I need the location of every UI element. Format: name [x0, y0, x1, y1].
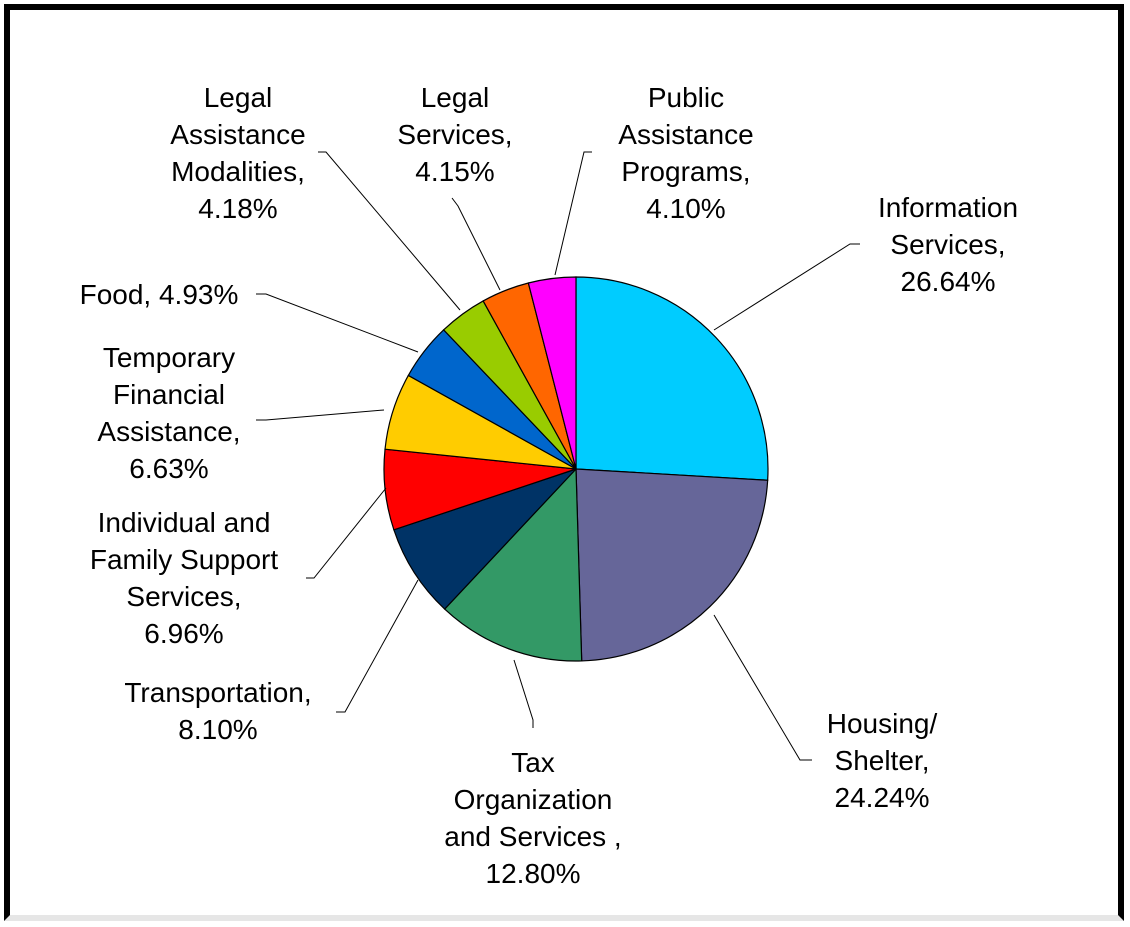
- leader-line-legal-assistance-modalities: [318, 151, 461, 311]
- slice-information-services: [575, 276, 769, 481]
- data-label-line: Public: [648, 82, 724, 113]
- data-label-line: 26.64%: [901, 266, 996, 297]
- data-label-public-assistance-programs: Public Assistance Programs, 4.10%: [618, 82, 753, 224]
- data-label-line: Information: [878, 192, 1018, 223]
- slice-transportation: [393, 468, 577, 610]
- data-label-line: and Services ,: [444, 821, 621, 852]
- data-label-food: Food, 4.93%: [80, 279, 239, 310]
- data-label-line: Assistance,: [97, 416, 240, 447]
- data-label-individual-and-family-support-services: Individual and Family Support Services, 6.9…: [90, 507, 279, 649]
- data-label-line: Assistance: [618, 119, 753, 150]
- data-label-line: 4.18%: [198, 193, 277, 224]
- data-label-line: Financial: [113, 379, 225, 410]
- data-label-line: Family Support: [90, 544, 279, 575]
- pie-slices: [383, 276, 769, 662]
- leader-line-tax-organization-and-services: [513, 659, 534, 728]
- data-label-line: Organization: [454, 784, 613, 815]
- slice-tax-organization-and-services: [443, 467, 583, 662]
- data-label-legal-services: Legal Services, 4.15%: [397, 82, 512, 187]
- leader-line-legal-services: [451, 197, 501, 291]
- leader-line-temporary-financial-assistance: [256, 409, 385, 421]
- data-label-line: Modalities,: [171, 156, 305, 187]
- data-labels: Information Services, 26.64% Housing/Shelte…: [80, 82, 1018, 889]
- leader-line-information-services: [713, 243, 860, 331]
- data-label-housing-shelter: Housing/Shelter, 24.24%: [827, 708, 938, 813]
- data-label-line: 4.15%: [415, 156, 494, 187]
- data-label-line: 4.10%: [646, 193, 725, 224]
- leader-line-housing-shelter: [713, 614, 812, 761]
- data-label-line: Tax: [511, 747, 555, 778]
- leader-lines: [256, 151, 860, 761]
- data-label-line: Temporary: [103, 342, 235, 373]
- data-label-line: 8.10%: [178, 714, 257, 745]
- leader-line-individual-and-family-support-services: [306, 487, 387, 579]
- slice-housing-shelter: [575, 468, 769, 662]
- data-label-line: 12.80%: [486, 858, 581, 889]
- data-label-line: Programs,: [621, 156, 750, 187]
- data-label-line: 6.63%: [129, 453, 208, 484]
- leader-line-public-assistance-programs: [554, 151, 592, 276]
- data-label-temporary-financial-assistance: Temporary Financial Assistance, 6.63%: [97, 342, 240, 484]
- data-label-legal-assistance-modalities: Legal Assistance Modalities, 4.18%: [170, 82, 305, 224]
- data-label-line: Services,: [890, 229, 1005, 260]
- leader-line-transportation: [336, 579, 419, 713]
- data-label-line: Shelter,: [835, 745, 930, 776]
- data-label-line: Food, 4.93%: [80, 279, 239, 310]
- data-label-line: 24.24%: [835, 782, 930, 813]
- data-label-line: Legal: [204, 82, 273, 113]
- data-label-line: Individual and: [98, 507, 271, 538]
- data-label-line: Housing/: [827, 708, 938, 739]
- data-label-line: Services,: [397, 119, 512, 150]
- data-label-line: Transportation,: [124, 677, 311, 708]
- data-label-transportation: Transportation, 8.10%: [124, 677, 311, 745]
- slice-public-assistance-programs: [527, 276, 577, 470]
- leader-line-food: [256, 293, 419, 353]
- data-label-line: Assistance: [170, 119, 305, 150]
- data-label-information-services: Information Services, 26.64%: [878, 192, 1018, 297]
- data-label-line: Services,: [126, 581, 241, 612]
- data-label-tax-organization-and-services: Tax Organization and Services , 12.80%: [444, 747, 621, 889]
- data-label-line: Legal: [421, 82, 490, 113]
- data-label-line: 6.96%: [144, 618, 223, 649]
